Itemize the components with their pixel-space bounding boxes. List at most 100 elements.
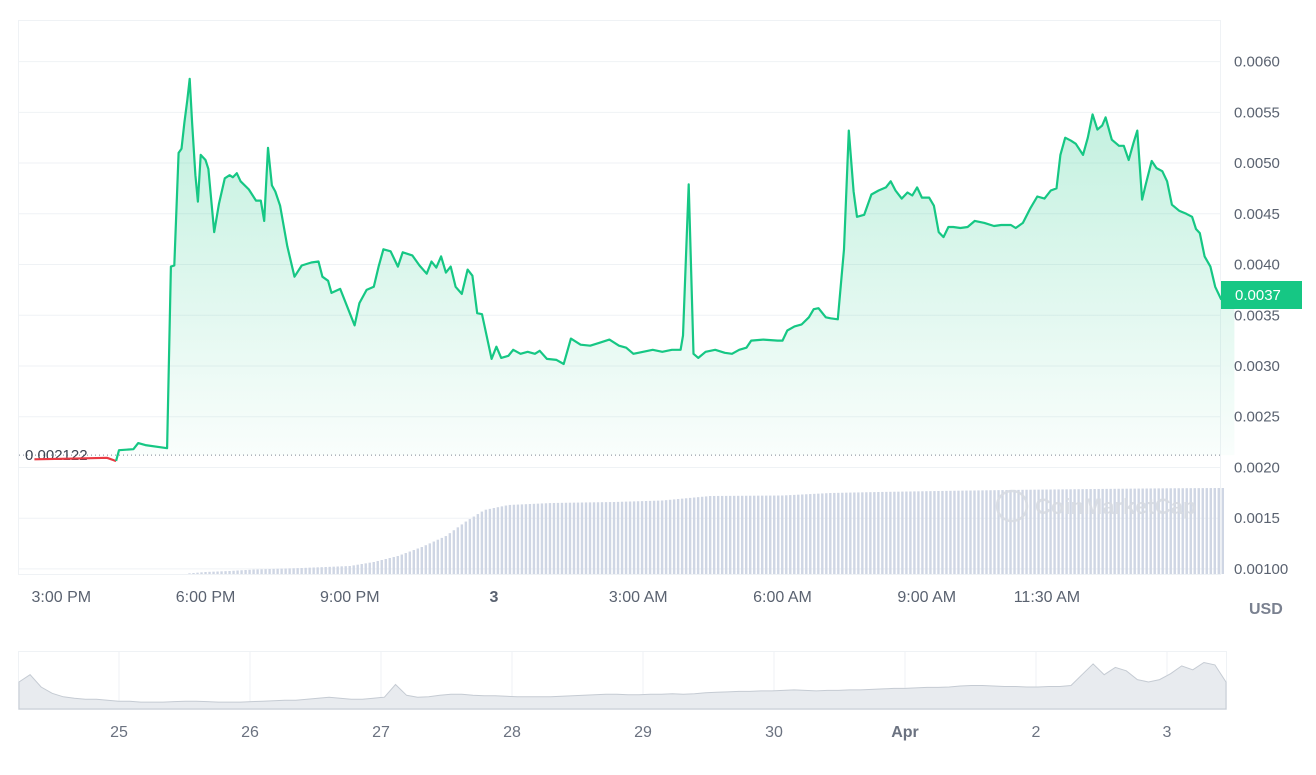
- volume-bar: [272, 568, 275, 574]
- volume-bar: [520, 504, 524, 574]
- volume-bar: [937, 491, 940, 574]
- volume-bar: [893, 491, 896, 574]
- x-tick-label: 3:00 PM: [32, 589, 92, 606]
- volume-bar: [1157, 488, 1160, 574]
- volume-bar: [909, 491, 912, 574]
- volume-bar: [264, 569, 267, 574]
- volume-bar: [897, 491, 900, 574]
- volume-bar: [1117, 488, 1120, 574]
- volume-bar: [572, 502, 576, 574]
- volume-bar: [1093, 489, 1096, 574]
- volume-bar: [1153, 488, 1156, 574]
- watermark: CoinMarketCap: [995, 489, 1196, 523]
- volume-bar: [797, 494, 800, 574]
- volume-bar: [1061, 489, 1064, 574]
- volume-bar: [700, 496, 704, 574]
- volume-bar: [508, 504, 512, 574]
- volume-bar: [516, 504, 520, 574]
- volume-bar: [736, 495, 740, 574]
- volume-bar: [316, 567, 319, 574]
- volume-bar: [428, 543, 432, 574]
- volume-bar: [889, 491, 892, 574]
- volume-bar: [873, 492, 876, 574]
- navigator-tick-label: 3: [1163, 724, 1172, 741]
- volume-bar: [276, 568, 279, 574]
- volume-bar: [532, 503, 536, 574]
- volume-bar: [564, 502, 568, 574]
- volume-bar: [460, 524, 464, 574]
- x-tick-label: 9:00 PM: [320, 589, 380, 606]
- volume-bar: [841, 492, 844, 574]
- volume-bar: [656, 500, 660, 574]
- volume-bar: [1109, 488, 1112, 574]
- volume-bar: [724, 495, 728, 574]
- volume-bar: [821, 493, 824, 574]
- volume-bar: [825, 493, 828, 574]
- navigator-tick-label: 27: [372, 724, 390, 741]
- volume-bar: [753, 495, 756, 574]
- navigator[interactable]: 25 26 27 28 29 30 Apr 2 3: [18, 651, 1227, 742]
- volume-bar: [684, 498, 688, 574]
- volume-bar: [1017, 489, 1020, 574]
- volume-bar: [785, 495, 788, 574]
- volume-bars: [188, 488, 1224, 574]
- y-tick-label: 0.0055: [1234, 104, 1280, 121]
- volume-bar: [548, 503, 552, 574]
- volume-bar: [368, 562, 371, 574]
- volume-bar: [849, 492, 852, 574]
- volume-bar: [781, 495, 784, 574]
- volume-bar: [292, 568, 295, 574]
- volume-bar: [757, 495, 760, 574]
- volume-bar: [1193, 488, 1196, 574]
- volume-bar: [917, 491, 920, 574]
- volume-bar: [692, 497, 696, 574]
- volume-bar: [556, 502, 560, 574]
- volume-bar: [220, 571, 223, 574]
- volume-bar: [348, 566, 351, 574]
- volume-bar: [388, 558, 391, 574]
- volume-bar: [1121, 488, 1124, 574]
- baseline-label: 0.002122: [25, 447, 88, 464]
- volume-bar: [600, 502, 604, 574]
- volume-bar: [252, 569, 255, 574]
- volume-bar: [773, 495, 776, 574]
- volume-bar: [845, 492, 848, 574]
- volume-bar: [568, 502, 572, 574]
- volume-bar: [676, 499, 680, 574]
- volume-bar: [256, 569, 259, 574]
- y-tick-label: 0.0020: [1234, 459, 1280, 476]
- volume-bar: [1077, 489, 1080, 574]
- volume-bar: [777, 495, 780, 574]
- volume-bar: [1169, 488, 1172, 574]
- volume-bar: [921, 491, 924, 574]
- volume-bar: [809, 494, 812, 574]
- volume-bar: [913, 491, 916, 574]
- volume-bar: [372, 562, 375, 574]
- volume-bar: [1125, 488, 1128, 574]
- volume-bar: [1181, 488, 1184, 574]
- x-tick-label: 9:00 AM: [897, 589, 956, 606]
- volume-bar: [813, 493, 816, 574]
- volume-bar: [500, 506, 504, 574]
- volume-bar: [688, 497, 692, 574]
- volume-bar: [356, 564, 359, 574]
- navigator-tick-label: 25: [110, 724, 128, 741]
- volume-bar: [740, 495, 744, 574]
- volume-bar: [304, 567, 307, 574]
- volume-bar: [616, 501, 620, 574]
- volume-bar: [728, 495, 732, 574]
- volume-bar: [1141, 488, 1144, 574]
- volume-bar: [1201, 488, 1204, 574]
- volume-bar: [837, 492, 840, 574]
- volume-bar: [404, 553, 407, 574]
- volume-bar: [1025, 489, 1028, 574]
- volume-bar: [1105, 488, 1108, 574]
- volume-bar: [296, 568, 299, 574]
- volume-bar: [865, 492, 868, 574]
- volume-bar: [512, 504, 516, 574]
- volume-bar: [424, 545, 428, 574]
- volume-bar: [985, 490, 988, 574]
- watermark-text: CoinMarketCap: [1035, 494, 1196, 519]
- volume-bar: [464, 521, 468, 574]
- volume-bar: [260, 569, 263, 574]
